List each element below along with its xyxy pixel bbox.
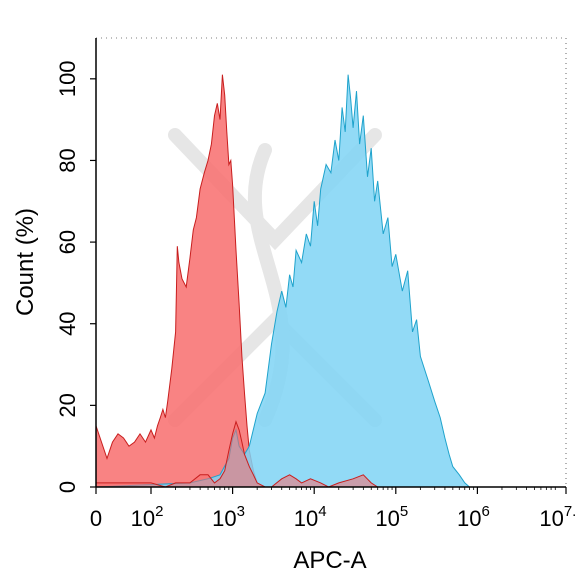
y-tick-label: 80 [55, 148, 80, 172]
x-axis-title: APC-A [293, 547, 366, 574]
histogram-series-2 [95, 74, 502, 488]
x-tick-label: 106 [457, 503, 490, 531]
x-tick-labels: 0 102 103 104 105 106 107.2 [90, 503, 577, 531]
y-axis-title: Count (%) [12, 208, 39, 316]
x-tick-label: 105 [375, 503, 408, 531]
axes-layer [90, 37, 567, 494]
y-tick-label: 100 [55, 60, 80, 97]
y-tick-labels: 0 20 40 60 80 100 [55, 60, 80, 493]
y-tick-label: 0 [55, 481, 80, 493]
y-tick-label: 20 [55, 393, 80, 417]
y-tick-label: 40 [55, 311, 80, 335]
histogram-series-1 [95, 74, 266, 488]
x-tick-label: 103 [212, 503, 245, 531]
histogram-series-3 [95, 420, 470, 488]
series-layer [95, 74, 502, 488]
x-tick-label: 102 [131, 503, 164, 531]
y-tick-label: 60 [55, 230, 80, 254]
x-tick-label: 104 [294, 503, 327, 531]
x-tick-label: 0 [90, 506, 102, 531]
x-tick-label: 107.2 [539, 503, 577, 531]
